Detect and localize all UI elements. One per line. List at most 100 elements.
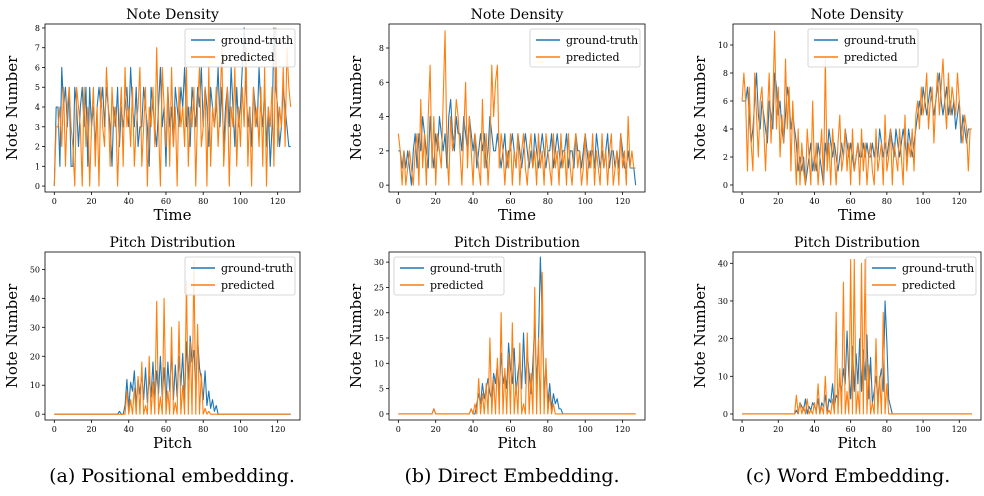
plot-frame <box>732 23 982 193</box>
x-tick-label: 60 <box>846 197 856 206</box>
x-tick-label: 80 <box>882 197 892 206</box>
legend-label-predicted: predicted <box>566 51 620 64</box>
chart-title: Note Density <box>471 7 564 23</box>
chart-title: Pitch Distribution <box>794 235 920 251</box>
x-tick-label: 120 <box>952 197 967 206</box>
x-tick-label: 100 <box>578 197 593 206</box>
x-tick-label: 40 <box>468 197 478 206</box>
x-tick-label: 40 <box>809 197 819 206</box>
panel-b-density: 0 20 40 60 80 100 120 0 2 4 6 8 Note Density Time Note… <box>347 7 646 224</box>
legend-label-predicted: predicted <box>221 51 275 64</box>
legend: ground-truth predicted <box>529 28 641 68</box>
x-tick-label: 120 <box>615 425 630 434</box>
chart-title: Note Density <box>126 7 219 23</box>
series-line-predicted <box>742 258 972 415</box>
x-tick-label: 0 <box>52 197 57 206</box>
plot-frame <box>44 251 301 421</box>
x-axis-label: Pitch <box>498 434 537 452</box>
legend-label-ground-truth: ground-truth <box>902 262 974 275</box>
legend: ground-truth predicted <box>184 28 296 68</box>
y-tick-label: 30 <box>30 323 40 332</box>
y-tick-label: 2 <box>723 153 728 162</box>
series-line-predicted <box>741 30 972 186</box>
y-tick-label: 25 <box>374 283 384 292</box>
y-tick-label: 20 <box>718 335 728 344</box>
panel-a-pitch: 0 20 40 60 80 100 120 0 10 20 30 40 50 Pitch Distribu… <box>3 235 301 452</box>
x-tick-label: 20 <box>773 197 783 206</box>
legend: ground-truth predicted <box>865 256 977 296</box>
x-tick-label: 100 <box>578 425 593 434</box>
y-tick-label: 0 <box>35 182 40 191</box>
plot-frame <box>732 251 982 421</box>
x-tick-label: 40 <box>124 197 134 206</box>
x-axis-label: Time <box>498 206 536 224</box>
legend-label-predicted: predicted <box>430 279 484 292</box>
x-tick-label: 40 <box>124 425 134 434</box>
y-tick-label: 8 <box>723 69 728 78</box>
x-tick-label: 0 <box>52 425 57 434</box>
x-axis-label: Pitch <box>153 434 192 452</box>
x-tick-label: 60 <box>161 425 171 434</box>
x-tick-label: 80 <box>198 197 208 206</box>
x-tick-label: 100 <box>915 425 930 434</box>
legend: ground-truth predicted <box>184 256 296 296</box>
y-axis-label: Note Number <box>3 283 21 388</box>
y-tick-label: 1 <box>35 162 40 171</box>
y-tick-label: 2 <box>379 147 384 156</box>
x-tick-label: 20 <box>86 197 96 206</box>
x-tick-label: 0 <box>740 197 745 206</box>
y-tick-label: 6 <box>723 97 728 106</box>
y-tick-label: 7 <box>35 44 40 53</box>
x-tick-label: 60 <box>161 197 171 206</box>
caption-a: (a) Positional embedding. <box>49 465 295 487</box>
x-tick-label: 80 <box>198 425 208 434</box>
caption-c: (c) Word Embedding. <box>746 465 951 487</box>
x-tick-label: 100 <box>233 197 248 206</box>
panel-c-density: 0 20 40 60 80 100 120 0 2 4 6 8 10 Note Density Time No… <box>691 7 982 224</box>
series-line-predicted <box>53 27 292 187</box>
x-tick-label: 60 <box>505 425 515 434</box>
legend: ground-truth predicted <box>393 256 505 296</box>
series-line-predicted <box>54 260 291 415</box>
plot-frame <box>44 23 301 193</box>
y-tick-label: 0 <box>723 181 728 190</box>
y-axis-label: Note Number <box>347 55 365 160</box>
x-tick-label: 40 <box>809 425 819 434</box>
x-tick-label: 60 <box>505 197 515 206</box>
legend: ground-truth predicted <box>807 28 919 68</box>
y-tick-label: 10 <box>718 372 728 381</box>
x-tick-label: 20 <box>431 197 441 206</box>
x-tick-label: 20 <box>86 425 96 434</box>
x-tick-label: 100 <box>233 425 248 434</box>
x-tick-label: 80 <box>543 197 553 206</box>
y-axis-label: Note Number <box>691 55 709 160</box>
x-axis-label: Time <box>838 206 876 224</box>
chart-title: Pitch Distribution <box>454 235 580 251</box>
y-tick-label: 6 <box>35 63 40 72</box>
x-tick-label: 120 <box>952 425 967 434</box>
x-tick-label: 20 <box>431 425 441 434</box>
legend-label-predicted: predicted <box>221 279 275 292</box>
y-tick-label: 8 <box>379 44 384 53</box>
series-line-predicted <box>398 271 636 415</box>
y-tick-label: 30 <box>718 297 728 306</box>
x-tick-label: 120 <box>270 425 285 434</box>
y-tick-label: 5 <box>379 385 384 394</box>
y-tick-label: 0 <box>379 181 384 190</box>
y-tick-label: 15 <box>374 334 384 343</box>
panel-c-pitch: 0 20 40 60 80 100 120 0 10 20 30 40 Pitch Distributi… <box>691 235 982 452</box>
y-axis-label: Note Number <box>347 283 365 388</box>
x-axis-label: Pitch <box>838 434 877 452</box>
legend-label-predicted: predicted <box>902 279 956 292</box>
y-tick-label: 10 <box>374 359 384 368</box>
y-tick-label: 4 <box>723 125 728 134</box>
panel-b-pitch: 0 20 40 60 80 100 120 0 5 10 15 20 25 30 Pitch Distrib… <box>347 235 646 452</box>
y-tick-label: 4 <box>379 113 384 122</box>
y-tick-label: 30 <box>374 258 384 267</box>
y-tick-label: 2 <box>35 143 40 152</box>
y-tick-label: 5 <box>35 83 40 92</box>
y-tick-label: 4 <box>35 103 40 112</box>
legend-label-ground-truth: ground-truth <box>221 262 293 275</box>
y-tick-label: 3 <box>35 123 40 132</box>
